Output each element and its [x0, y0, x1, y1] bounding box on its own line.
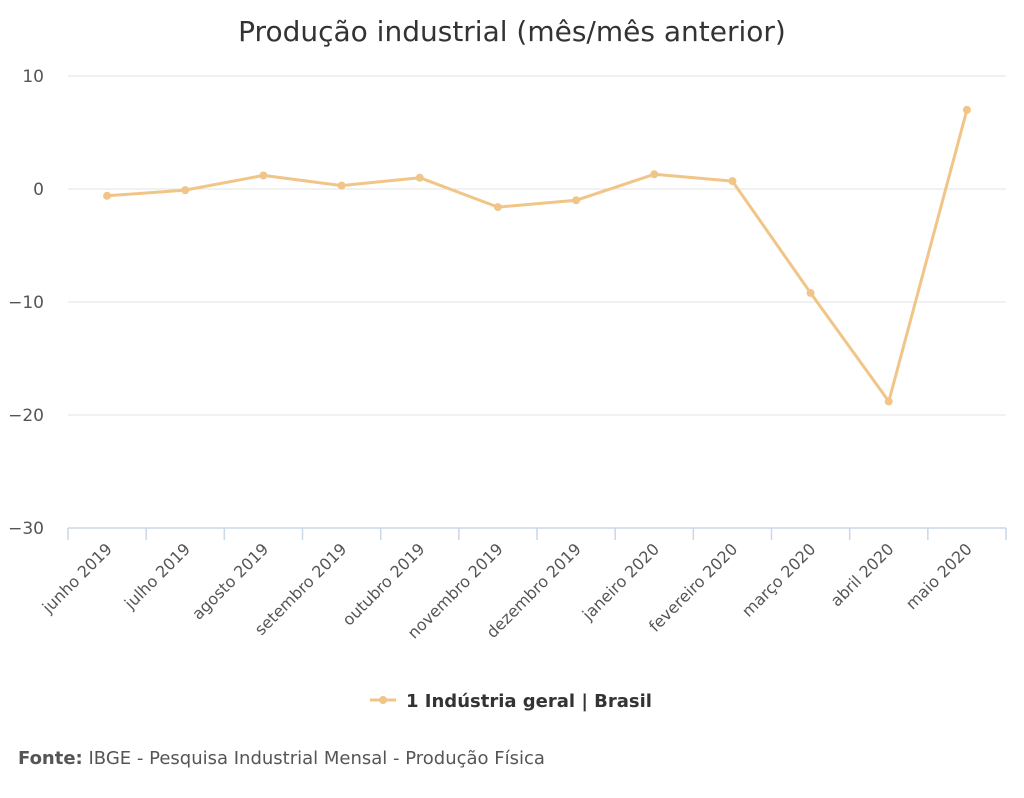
data-point[interactable]: [181, 186, 190, 195]
x-tick-label: agosto 2019: [188, 539, 272, 623]
data-point[interactable]: [103, 191, 112, 200]
legend[interactable]: 1 Indústria geral | Brasil: [370, 691, 652, 712]
y-axis: 10 0 −10 −20 −30: [8, 67, 44, 539]
line-chart: Produção industrial (mês/mês anterior) 1…: [8, 15, 1007, 712]
data-point[interactable]: [493, 203, 502, 212]
x-tick-label: janeiro 2020: [578, 539, 663, 624]
data-point[interactable]: [337, 181, 346, 190]
chart-title: Produção industrial (mês/mês anterior): [238, 15, 786, 48]
data-point[interactable]: [259, 171, 268, 180]
series-layer: [103, 105, 971, 406]
x-tick-label: março 2020: [738, 539, 819, 620]
y-tick-label: −30: [8, 519, 44, 539]
data-point[interactable]: [728, 177, 737, 186]
x-tick-label: maio 2020: [902, 539, 976, 613]
legend-series-marker: [379, 696, 387, 704]
y-tick-label: 10: [22, 67, 44, 87]
x-tick-label: outubro 2019: [339, 539, 429, 629]
legend-series-label: 1 Indústria geral | Brasil: [406, 691, 652, 712]
data-point[interactable]: [650, 170, 659, 179]
y-tick-label: 0: [33, 180, 44, 200]
data-point[interactable]: [806, 288, 815, 297]
y-tick-label: −10: [8, 293, 44, 313]
data-point[interactable]: [884, 397, 893, 406]
series-line: [106, 109, 969, 403]
x-tick-label: julho 2019: [120, 539, 194, 613]
x-axis: [67, 527, 1007, 540]
x-tick-label: abril 2020: [827, 539, 898, 610]
source-label: Fonte:: [18, 748, 83, 769]
grid-layer: [68, 75, 1006, 416]
data-point[interactable]: [962, 105, 971, 114]
source-note: Fonte: IBGE - Pesquisa Industrial Mensal…: [18, 748, 545, 769]
data-point[interactable]: [415, 173, 424, 182]
source-text: IBGE - Pesquisa Industrial Mensal - Prod…: [88, 748, 545, 769]
data-point[interactable]: [572, 196, 581, 205]
y-tick-label: −20: [8, 406, 44, 426]
x-tick-label: junho 2019: [38, 539, 116, 617]
